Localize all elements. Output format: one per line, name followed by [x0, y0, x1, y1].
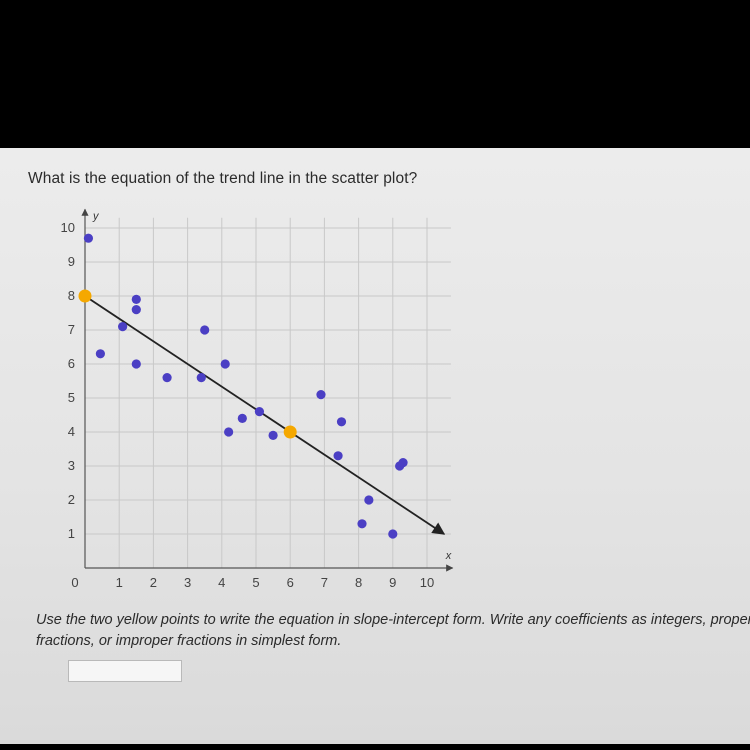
data-point [254, 407, 265, 417]
x-tick-label: 6 [287, 575, 294, 590]
data-point [336, 417, 347, 427]
y-axis-label: y [92, 211, 100, 223]
data-point [131, 359, 141, 369]
data-point [357, 519, 367, 529]
data-point [196, 373, 206, 383]
instructions-text: Use the two yellow points to write the e… [36, 612, 750, 649]
x-tick-label: 9 [389, 575, 396, 590]
data-point [398, 458, 408, 468]
x-tick-label: 5 [252, 575, 259, 590]
data-point [237, 413, 247, 423]
x-tick-label: 2 [150, 575, 157, 590]
x-tick-label: 1 [116, 575, 123, 590]
y-tick-label: 3 [68, 458, 75, 473]
x-tick-label: 0 [71, 575, 78, 590]
y-tick-label: 9 [68, 254, 75, 269]
y-tick-label: 1 [68, 526, 75, 541]
data-points [78, 233, 408, 539]
plot-axes: xy [81, 208, 454, 572]
x-axis-label: x [445, 550, 452, 562]
x-tick-label: 7 [321, 575, 328, 590]
question-screen: What is the equation of the trend line i… [0, 148, 750, 744]
data-point [364, 495, 374, 505]
y-tick-label: 5 [68, 390, 75, 405]
data-point [268, 430, 278, 440]
y-tick-label: 10 [61, 220, 75, 235]
data-point [131, 305, 141, 315]
data-point [388, 529, 398, 539]
plot-grid [85, 217, 451, 568]
x-tick-label: 3 [184, 575, 191, 590]
data-point [83, 233, 94, 243]
x-tick-label: 10 [420, 575, 434, 590]
trend-line [84, 295, 446, 535]
data-point [118, 322, 128, 332]
y-tick-label: 2 [68, 492, 75, 507]
y-tick-label: 8 [68, 288, 75, 303]
x-tick-label: 8 [355, 575, 362, 590]
data-point [200, 325, 210, 335]
data-point [220, 359, 230, 369]
data-point [333, 451, 343, 461]
y-tick-label: 6 [68, 356, 75, 371]
data-point [131, 294, 141, 304]
data-point [95, 349, 105, 359]
tick-labels: 0 1 2 3 4 5 6 7 8 9 10 1 2 3 4 5 6 7 8 9 10 [61, 220, 435, 590]
highlighted-point [283, 425, 297, 439]
data-point [162, 373, 172, 383]
y-tick-label: 7 [68, 322, 75, 337]
question-text: What is the equation of the trend line i… [28, 170, 418, 187]
data-point [224, 427, 234, 437]
x-tick-label: 4 [218, 575, 225, 590]
data-point [316, 390, 326, 400]
y-tick-label: 4 [68, 424, 75, 439]
trend-line-layer [84, 295, 446, 535]
answer-input[interactable] [68, 660, 182, 682]
highlighted-point [78, 289, 92, 303]
